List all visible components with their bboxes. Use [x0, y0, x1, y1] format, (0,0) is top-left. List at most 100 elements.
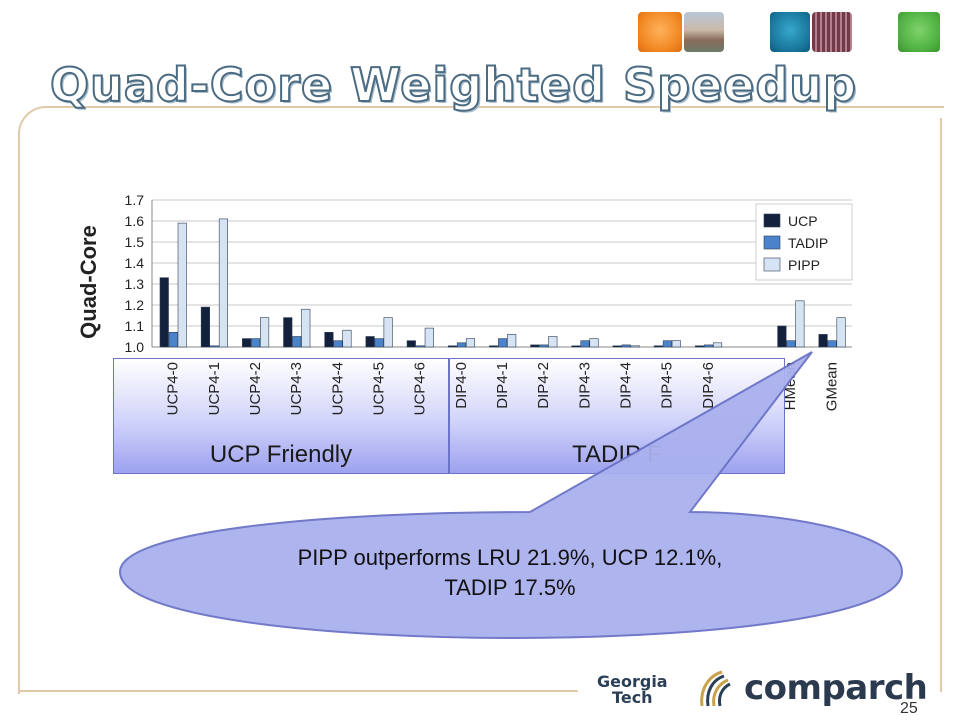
legend-swatch-tadip	[763, 235, 781, 250]
bar-ucp	[365, 336, 375, 348]
bar-ucp	[324, 331, 334, 348]
x-tick-label: UCP4-5	[370, 362, 387, 415]
x-tick-label: DIP4-6	[700, 362, 717, 409]
y-tick-label: 1.3	[125, 276, 145, 292]
bar-pipp	[630, 345, 640, 348]
bar-ucp	[283, 317, 293, 348]
x-tick-label: GMean	[823, 362, 840, 411]
callout-line-1: PIPP outperforms LRU 21.9%, UCP 12.1%,	[297, 545, 723, 570]
x-tick-label: DIP4-1	[494, 362, 511, 409]
legend-swatch-pipp	[763, 257, 781, 272]
bar-ucp	[489, 345, 499, 348]
bar-ucp	[406, 340, 416, 348]
comparch-logo: comparch	[744, 668, 928, 708]
x-tick-label: UCP4-6	[412, 362, 429, 415]
header-tile-blue	[770, 12, 810, 52]
y-tick-label: 1.1	[125, 318, 145, 334]
y-tick-label: 1.6	[125, 213, 145, 229]
bar-ucp	[818, 334, 828, 348]
content-frame-right-edge	[940, 118, 942, 692]
bar-tadip	[580, 340, 590, 348]
georgia-tech-logo-line-2: Tech	[612, 688, 653, 707]
bar-ucp	[200, 306, 210, 348]
bar-pipp	[712, 342, 723, 348]
callout-line-2: TADIP 17.5%	[444, 575, 576, 600]
bar-pipp	[177, 222, 187, 348]
y-tick-label: 1.7	[125, 192, 145, 208]
y-tick-label: 1.4	[125, 255, 145, 271]
georgia-tech-logo: Georgia Tech	[597, 674, 668, 706]
y-tick-label: 1.5	[125, 234, 145, 250]
bar-pipp	[589, 338, 599, 348]
bar-pipp	[507, 334, 517, 348]
bar-tadip	[251, 338, 261, 348]
bar-tadip	[621, 344, 631, 348]
bar-ucp	[694, 345, 705, 348]
bar-tadip	[539, 344, 549, 348]
y-tick-label: 1.2	[125, 297, 145, 313]
bar-ucp	[612, 345, 622, 348]
bar-pipp	[383, 317, 393, 348]
bar-pipp	[836, 317, 846, 348]
bar-pipp	[342, 329, 352, 348]
page-number: 25	[900, 700, 918, 717]
bar-ucp	[242, 338, 252, 348]
x-tick-label: UCP4-4	[329, 362, 346, 415]
y-axis-title: Quad-Core	[76, 225, 101, 339]
legend-label-tadip: TADIP	[788, 235, 828, 251]
x-tick-label: DIP4-0	[453, 362, 470, 409]
header-tile-green	[898, 12, 940, 52]
bar-ucp	[530, 344, 540, 348]
slide-title: Quad-Core Weighted Speedup	[49, 57, 858, 113]
group-label-ucp-friendly: UCP Friendly	[209, 441, 353, 468]
bar-pipp	[795, 300, 805, 348]
bar-ucp	[159, 277, 169, 348]
content-frame-bottom-edge	[18, 690, 578, 692]
callout-text: PIPP outperforms LRU 21.9%, UCP 12.1%, T…	[160, 543, 860, 603]
bar-tadip	[662, 340, 672, 348]
x-tick-label: DIP4-5	[659, 362, 676, 409]
x-tick-label: UCP4-2	[247, 362, 264, 415]
bar-pipp	[548, 336, 558, 348]
bar-tadip	[333, 340, 343, 348]
content-frame	[18, 106, 944, 694]
y-tick-label: 1.0	[125, 339, 145, 355]
x-tick-label: UCP4-3	[288, 362, 305, 415]
bar-tadip	[456, 342, 467, 348]
bar-ucp	[447, 345, 458, 348]
bar-tadip	[498, 338, 508, 348]
bar-tadip	[168, 331, 178, 348]
x-tick-label: UCP4-1	[206, 362, 223, 415]
bar-pipp	[465, 338, 476, 348]
bar-ucp	[777, 325, 787, 348]
georgia-tech-logo-line-1: Georgia	[597, 672, 668, 691]
legend-label-ucp: UCP	[788, 213, 818, 229]
bar-tadip	[209, 345, 219, 348]
bar-tadip	[415, 345, 425, 348]
header-tile-orange	[638, 12, 682, 52]
bar-tadip	[374, 338, 384, 348]
bar-ucp	[571, 345, 581, 348]
legend-swatch-ucp	[763, 213, 781, 228]
x-tick-label: DIP4-4	[618, 362, 635, 409]
bar-tadip	[786, 340, 796, 348]
bar-pipp	[260, 317, 270, 348]
bar-tadip	[292, 336, 302, 348]
bar-pipp	[424, 327, 434, 348]
group-box-ucp-friendly: UCP Friendly	[113, 358, 449, 474]
header-tile-campus-photo	[684, 12, 724, 52]
x-tick-label: DIP4-3	[576, 362, 593, 409]
bar-pipp	[671, 340, 681, 348]
legend-label-pipp: PIPP	[788, 257, 820, 273]
bar-tadip	[703, 344, 714, 348]
bar-ucp	[653, 345, 663, 348]
x-tick-label: DIP4-2	[535, 362, 552, 409]
x-tick-label: UCP4-0	[165, 362, 182, 415]
comparch-swirl-icon	[700, 670, 731, 707]
bar-tadip	[827, 340, 837, 348]
bar-pipp	[301, 308, 311, 348]
callout-shape	[118, 351, 904, 640]
bar-pipp	[218, 218, 228, 348]
